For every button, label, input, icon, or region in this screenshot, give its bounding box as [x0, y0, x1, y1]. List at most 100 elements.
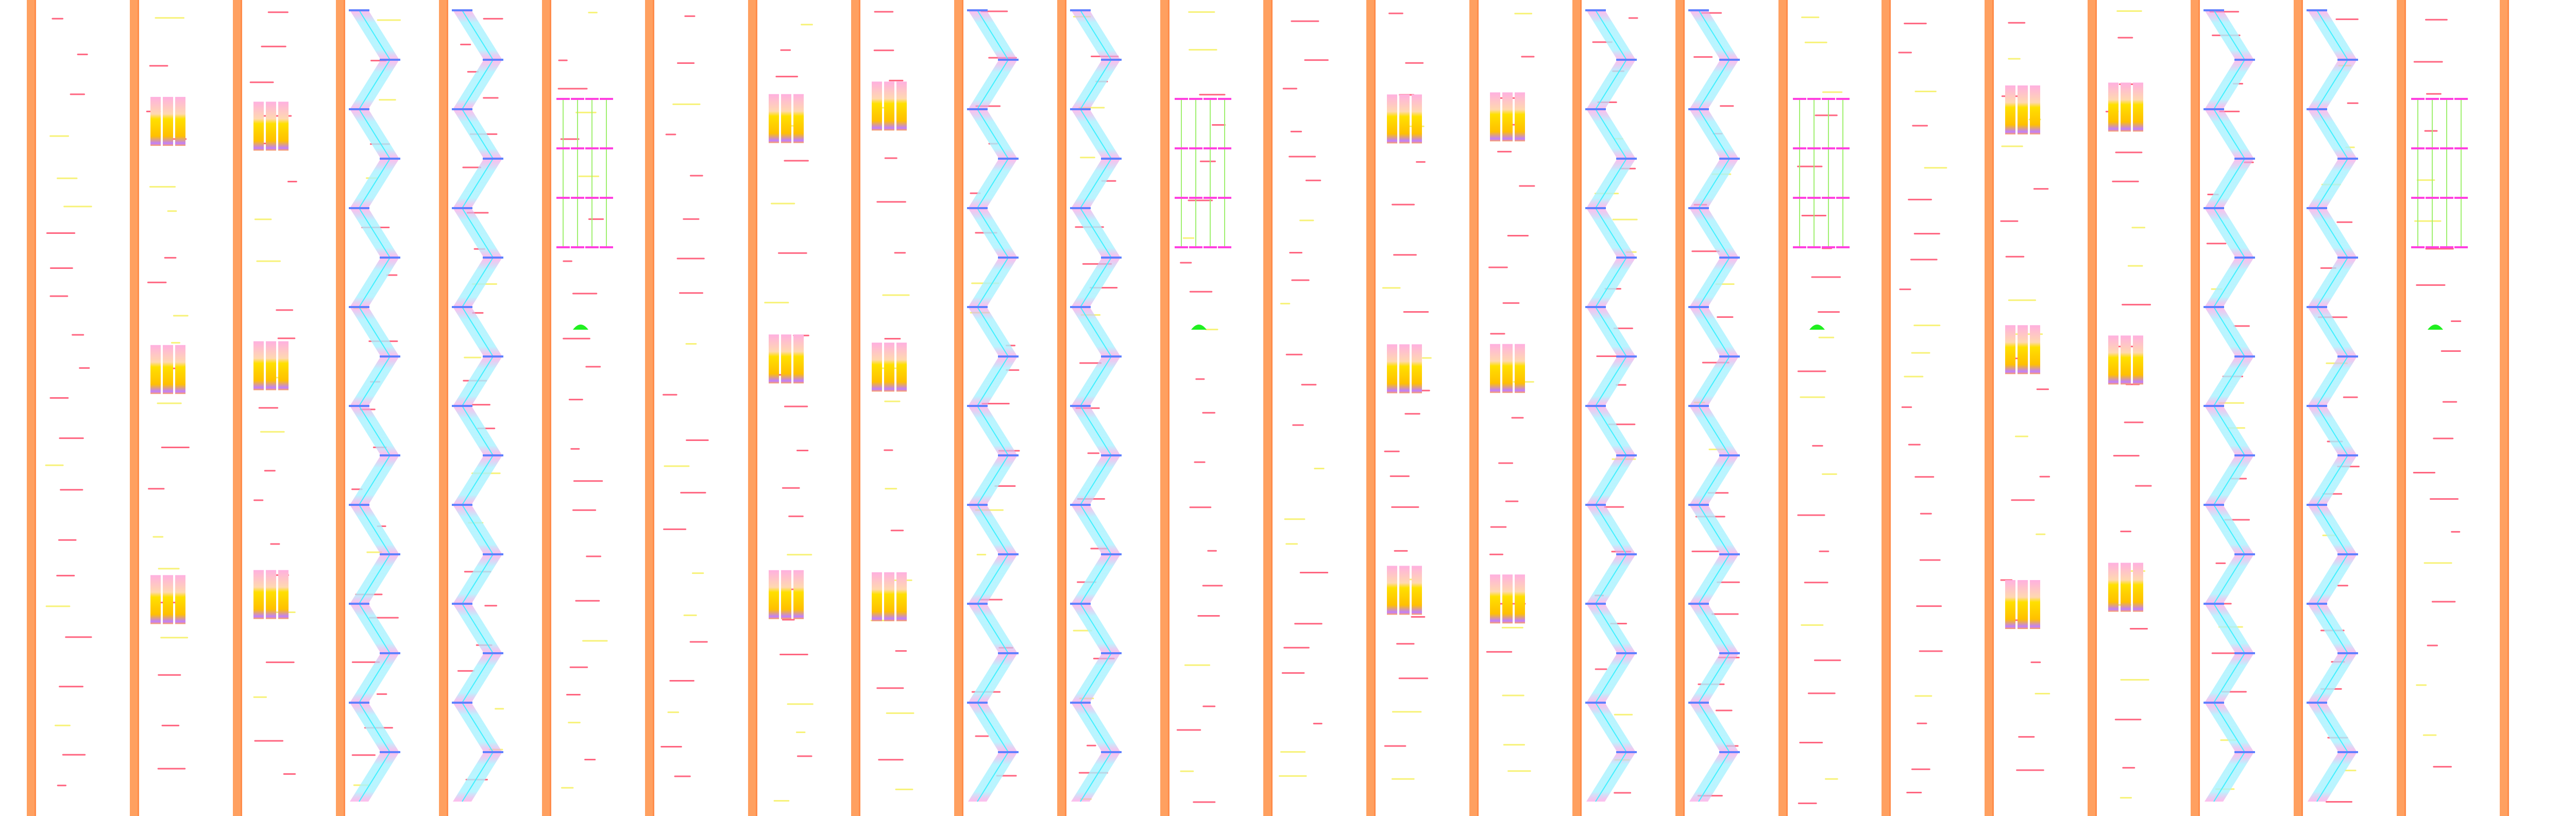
ribbon-rung	[2204, 108, 2224, 110]
ribbon-core	[1080, 307, 1112, 357]
ribbon-rung	[452, 207, 472, 209]
ribbon-rung	[2234, 553, 2255, 555]
red-dash	[796, 449, 809, 451]
gradient-block	[1502, 574, 1513, 624]
red-dash	[2115, 151, 2143, 154]
red-dash	[1197, 615, 1220, 617]
gradient-block	[150, 97, 161, 146]
lane-rail-edge	[1374, 0, 1376, 816]
ribbon-rung	[998, 158, 1019, 160]
green-link	[1799, 100, 1800, 147]
yellow-dash	[260, 431, 285, 433]
magenta-rung	[1204, 98, 1217, 100]
lane-rail-left	[1572, 0, 1582, 816]
red-dash	[1717, 316, 1734, 318]
gradient-block	[884, 572, 894, 621]
red-dash	[1289, 252, 1302, 254]
green-link	[563, 100, 564, 147]
ribbon-rung	[2234, 751, 2255, 753]
ribbon-core	[977, 158, 1009, 209]
red-dash	[1202, 412, 1216, 414]
gradient-block	[175, 575, 185, 624]
red-dash	[265, 661, 295, 664]
ribbon-rung	[380, 553, 400, 555]
ribbon-rung	[1070, 405, 1091, 407]
red-dash	[2206, 243, 2227, 245]
ribbon-core	[1595, 752, 1627, 802]
red-dash	[70, 93, 85, 95]
ribbon-rung	[1585, 702, 1606, 704]
red-dash	[57, 785, 66, 787]
ribbon-core	[359, 109, 391, 159]
red-dash	[2425, 19, 2448, 21]
gradient-block	[1387, 566, 1397, 615]
green-link	[2461, 100, 2462, 147]
magenta-rung	[2454, 197, 2468, 199]
ribbon-core	[462, 208, 494, 258]
ribbon-core	[462, 504, 494, 555]
red-dash	[2112, 180, 2139, 182]
yellow-dash	[787, 703, 814, 705]
lane-rail-left	[336, 0, 345, 816]
yellow-dash	[45, 605, 71, 607]
lane-rail-left	[1469, 0, 1479, 816]
ribbon-rung	[1616, 59, 1637, 61]
gradient-block	[2121, 563, 2131, 612]
ribbon-rung	[998, 257, 1019, 259]
lane-rail-left	[1366, 0, 1376, 816]
gradient-block	[884, 81, 894, 131]
red-dash	[2427, 644, 2438, 647]
ribbon-core	[2316, 59, 2348, 110]
red-dash	[894, 252, 906, 254]
red-dash	[1195, 378, 1205, 380]
ribbon-core	[1698, 554, 1730, 604]
ribbon-rung	[1688, 108, 1709, 110]
green-link	[1224, 149, 1225, 197]
yellow-dash	[2424, 562, 2452, 564]
ribbon-core	[1080, 554, 1112, 604]
gradient-block	[1502, 92, 1513, 142]
red-dash	[2426, 93, 2442, 95]
ribbon-rung	[967, 405, 988, 407]
ribbon-rung	[349, 108, 369, 110]
yellow-dash	[1180, 770, 1194, 772]
ribbon-rung	[1719, 257, 1740, 259]
red-dash	[283, 773, 296, 775]
ribbon-core	[462, 59, 494, 110]
yellow-dash	[1285, 543, 1298, 545]
green-link	[1195, 199, 1196, 246]
ribbon-rung	[452, 9, 472, 11]
magenta-rung	[2440, 197, 2453, 199]
yellow-dash	[2422, 734, 2437, 736]
yellow-dash	[1914, 695, 1933, 697]
green-link	[2446, 149, 2447, 197]
magenta-rung	[1793, 98, 1806, 100]
lane-rail-left	[233, 0, 242, 816]
red-dash	[884, 449, 893, 451]
gradient-block	[2108, 82, 2119, 132]
ribbon-core	[1080, 455, 1112, 505]
gradient-block	[769, 334, 779, 384]
ribbon-core	[1080, 702, 1112, 753]
red-dash	[684, 15, 696, 17]
ribbon-rung	[1070, 504, 1091, 506]
magenta-rung	[2426, 197, 2439, 199]
ribbon-core	[977, 702, 1009, 753]
ribbon-rung	[349, 9, 369, 11]
red-dash	[586, 555, 602, 557]
ribbon-rung	[2204, 306, 2224, 308]
red-dash	[49, 397, 69, 399]
ribbon-rung	[380, 751, 400, 753]
ribbon-rung	[483, 751, 503, 753]
green-blob	[1191, 325, 1207, 330]
ribbon-rung	[1719, 59, 1740, 61]
red-dash	[669, 680, 694, 682]
gradient-block	[896, 343, 907, 392]
ribbon-core	[1698, 702, 1730, 753]
red-dash	[1898, 52, 1912, 54]
yellow-dash	[2001, 145, 2023, 147]
yellow-dash	[157, 402, 182, 404]
yellow-dash	[588, 11, 598, 13]
ribbon-core	[2213, 405, 2245, 456]
red-dash	[1393, 254, 1417, 256]
